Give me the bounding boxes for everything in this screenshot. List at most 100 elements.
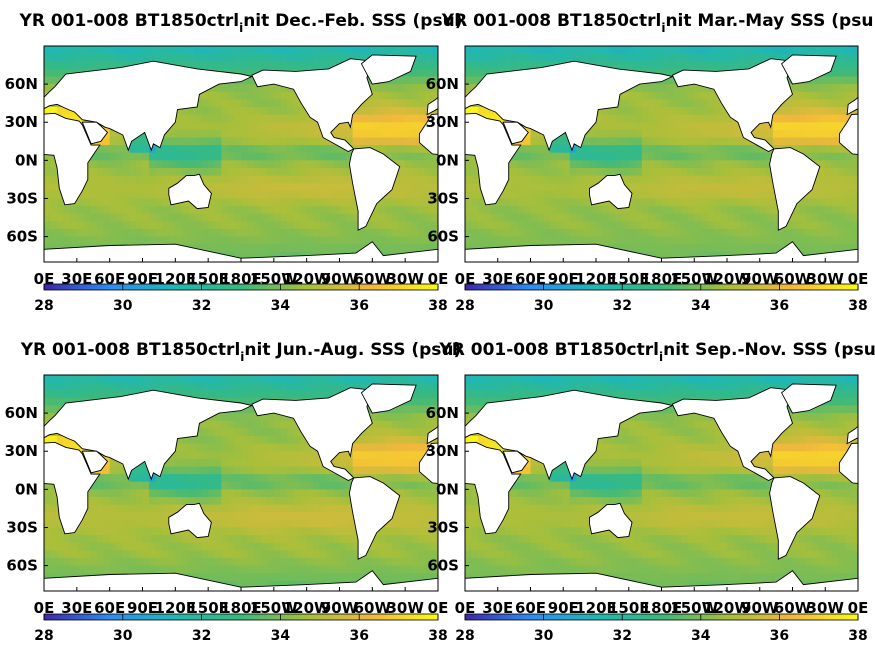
land-antarctica [44, 241, 438, 262]
colorbar-tick-label: 36 [770, 298, 789, 314]
colorbar-tick-label: 32 [192, 298, 211, 314]
lat-tick-label: 60S [427, 557, 459, 575]
lon-tick-label: 150E [187, 270, 229, 288]
lon-tick-label: 60W [774, 599, 812, 617]
map-panel-3: YR 001-008 BT1850ctrlinit Jun.-Aug. SSS … [5, 340, 462, 644]
panel-title: YR 001-008 BT1850ctrlinit Mar.-May SSS (… [441, 11, 875, 35]
lat-tick-label: 0N [15, 480, 38, 498]
lat-tick-label: 30N [5, 442, 38, 460]
lon-tick-label: 0E [848, 599, 869, 617]
lat-tick-label: 60N [426, 75, 459, 93]
lat-tick-label: 0N [436, 480, 459, 498]
panel-title: YR 001-008 BT1850ctrlinit Dec.-Feb. SSS … [19, 11, 463, 35]
lat-tick-label: 60S [6, 228, 38, 246]
lon-tick-label: 60W [354, 270, 392, 288]
land-antarctica [465, 570, 858, 591]
land-namerica [251, 58, 373, 153]
lon-tick-label: 90W [321, 270, 359, 288]
colorbar-tick-label: 30 [113, 298, 133, 314]
land-eurasia [846, 96, 858, 116]
lon-tick-label: 150E [608, 270, 650, 288]
land-samerica [769, 476, 821, 560]
land-arabia [81, 450, 109, 474]
colorbar-tick-label: 38 [848, 628, 867, 644]
lat-tick-label: 30N [426, 113, 459, 131]
colorbar-tick-label: 28 [455, 628, 474, 644]
lon-tick-label: 0E [34, 270, 55, 288]
title-subscript: i [659, 350, 663, 364]
lon-tick-label: 60W [774, 270, 812, 288]
lon-tick-label: 150W [670, 270, 718, 288]
lon-tick-label: 120W [703, 599, 751, 617]
colorbar-tick-label: 34 [271, 628, 291, 644]
land-antarctica [465, 241, 858, 262]
lat-tick-label: 30S [427, 518, 459, 536]
title-text: YR 001-008 BT1850ctrl [438, 340, 659, 360]
lat-tick-label: 30N [5, 113, 38, 131]
lon-tick-label: 0E [848, 270, 869, 288]
colorbar-tick-label: 28 [34, 628, 53, 644]
lat-tick-label: 60S [427, 228, 459, 246]
lon-tick-label: 60E [515, 599, 546, 617]
colorbar-tick-label: 30 [113, 628, 133, 644]
lon-tick-label: 150W [670, 599, 718, 617]
lon-tick-label: 0E [428, 270, 449, 288]
land-africa [418, 442, 438, 484]
lat-tick-label: 60N [5, 75, 38, 93]
lon-tick-label: 90W [321, 599, 359, 617]
colorbar-tick-label: 32 [612, 628, 631, 644]
lon-tick-label: 0E [455, 270, 476, 288]
lon-tick-label: 90E [548, 599, 579, 617]
lon-tick-label: 150E [187, 599, 229, 617]
lon-tick-label: 90E [127, 270, 158, 288]
title-text-rest: nit Sep.-Nov. SSS (psu) [663, 340, 875, 360]
colorbar [464, 613, 859, 621]
title-text: YR 001-008 BT1850ctrl [19, 11, 240, 31]
lon-tick-label: 150W [250, 270, 298, 288]
lon-tick-label: 30W [807, 270, 845, 288]
lon-tick-label: 180E [220, 270, 262, 288]
lon-tick-label: 180E [220, 599, 262, 617]
lon-tick-label: 60E [94, 599, 125, 617]
panel-title: YR 001-008 BT1850ctrlinit Sep.-Nov. SSS … [438, 340, 875, 364]
lon-tick-label: 180E [641, 270, 683, 288]
land-eurasia [426, 96, 438, 116]
colorbar-tick-label: 38 [428, 628, 447, 644]
lon-tick-label: 120W [703, 270, 751, 288]
land-samerica [348, 147, 401, 231]
lon-tick-label: 30E [482, 270, 513, 288]
lon-tick-label: 120W [283, 599, 331, 617]
lon-tick-label: 120E [575, 270, 617, 288]
land-greenland [781, 54, 837, 85]
map-panel-4: YR 001-008 BT1850ctrlinit Sep.-Nov. SSS … [426, 340, 875, 644]
colorbar-tick-label: 38 [848, 298, 867, 314]
title-subscript: i [239, 21, 243, 35]
lon-tick-label: 30W [386, 599, 424, 617]
map-panel-2: YR 001-008 BT1850ctrlinit Mar.-May SSS (… [426, 11, 875, 314]
lon-tick-label: 0E [428, 599, 449, 617]
lon-tick-label: 90W [741, 599, 779, 617]
colorbar-tick-label: 30 [534, 298, 554, 314]
lon-tick-label: 90E [548, 270, 579, 288]
colorbar-tick-label: 36 [349, 628, 368, 644]
lon-tick-label: 120W [283, 270, 331, 288]
land-eurasia [426, 425, 438, 445]
land-greenland [781, 383, 837, 414]
lat-tick-label: 60N [426, 404, 459, 422]
lon-tick-label: 150E [608, 599, 650, 617]
land-africa [44, 441, 101, 535]
lon-tick-label: 90E [127, 599, 158, 617]
land-australia [589, 173, 633, 210]
lat-tick-label: 30N [426, 442, 459, 460]
colorbar-tick-label: 30 [534, 628, 554, 644]
land-eurasia [846, 425, 858, 445]
land-arabia [81, 121, 109, 145]
title-subscript: i [240, 350, 244, 364]
colorbar-tick-label: 34 [691, 628, 711, 644]
land-antarctica [44, 570, 438, 591]
map-panel-1: YR 001-008 BT1850ctrlinit Dec.-Feb. SSS … [5, 11, 463, 314]
land-arabia [502, 450, 529, 474]
title-text-rest: nit Dec.-Feb. SSS (psu) [243, 11, 462, 31]
colorbar-tick-label: 34 [691, 298, 711, 314]
